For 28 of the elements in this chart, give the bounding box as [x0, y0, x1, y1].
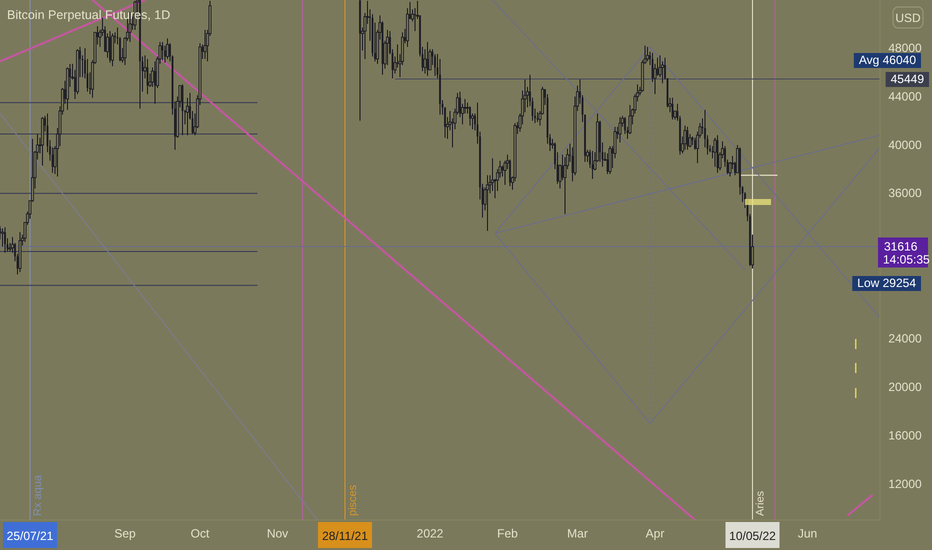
x-tick-label: Oct [190, 526, 210, 541]
ref-line-label: 31616 [884, 239, 918, 254]
y-tick-label: 44000 [888, 89, 922, 104]
text: 28/11/21 [322, 529, 368, 543]
y-tick-label: 48000 [888, 40, 922, 55]
y-tick-label: 36000 [888, 186, 922, 200]
y-tick-label: 20000 [888, 380, 922, 394]
ref-line-label: Aries [754, 490, 766, 516]
y-tick-label: 16000 [888, 428, 922, 442]
x-tick-label: Feb [497, 526, 518, 541]
x-tick-label: Nov [266, 526, 288, 541]
annotation: 45449 [890, 72, 924, 86]
annotation: Avg 46040 [858, 53, 916, 67]
x-tick-label: 2022 [416, 526, 444, 541]
x-tick-label: Sep [114, 526, 136, 541]
x-tick-label: Jun [798, 526, 818, 541]
y-tick-label: 40000 [888, 138, 922, 152]
y-tick-label: 24000 [888, 332, 922, 346]
y-tick-label: 12000 [888, 476, 922, 491]
ref-line-label: pisces [347, 484, 359, 516]
text: USD [895, 11, 921, 25]
text: 14:05:35 [883, 252, 930, 266]
annotation: Low 29254 [857, 276, 916, 290]
text: 25/07/21 [6, 529, 54, 543]
text: 10/05/22 [729, 529, 776, 543]
x-tick-label: Mar [567, 526, 588, 541]
ref-line-label: Rx aqua [32, 474, 44, 516]
x-tick-label: Apr [646, 526, 664, 541]
